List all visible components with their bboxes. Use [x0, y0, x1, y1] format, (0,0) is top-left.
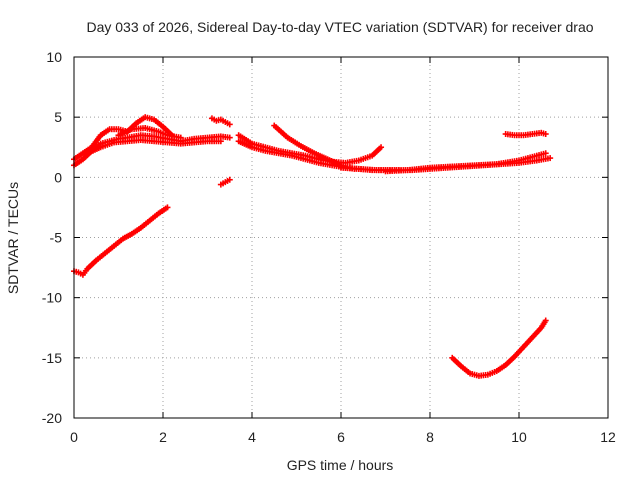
x-tick-label: 6 — [337, 429, 345, 445]
grid-lines — [74, 57, 608, 418]
x-axis-label: GPS time / hours — [287, 457, 394, 473]
series-arc-right-n — [502, 129, 549, 139]
data-point — [493, 363, 507, 375]
x-tick-label: 4 — [248, 429, 256, 445]
data-point — [484, 368, 498, 378]
data-point — [547, 155, 554, 162]
data-point — [427, 163, 454, 171]
y-tick-label: -10 — [42, 290, 62, 306]
data-point — [520, 335, 534, 351]
series-arc-ascending-b — [449, 317, 549, 379]
data-point — [177, 134, 184, 141]
data-point — [177, 139, 195, 147]
series-arc-short-g — [208, 115, 233, 128]
data-point — [115, 127, 133, 139]
data-point — [79, 145, 94, 157]
y-axis-label: SDTVAR / TECUs — [5, 182, 21, 294]
data-point — [217, 138, 224, 145]
series-arc-short-f — [115, 124, 184, 141]
y-tick-label: -5 — [50, 230, 63, 246]
y-tick-label: -15 — [42, 350, 62, 366]
data-point — [155, 128, 169, 138]
y-tick-label: -20 — [42, 410, 62, 426]
data-point — [542, 317, 549, 324]
data-point — [378, 144, 385, 151]
data-points — [71, 114, 554, 379]
data-point — [297, 143, 316, 156]
data-point — [369, 145, 383, 159]
data-point — [93, 251, 107, 264]
y-tick-label: 10 — [46, 49, 62, 65]
data-point — [324, 156, 343, 168]
series-arc-descending-a — [71, 204, 171, 278]
x-tick-label: 2 — [159, 429, 167, 445]
chart-title: Day 033 of 2026, Sidereal Day-to-day VTE… — [86, 19, 593, 35]
data-point — [164, 132, 182, 141]
data-point — [84, 145, 102, 157]
series-arc-lower-m — [382, 150, 549, 175]
data-point — [155, 205, 169, 217]
data-point — [226, 134, 233, 141]
axis-ticks — [73, 56, 609, 419]
series-arc-short-h — [217, 176, 233, 188]
data-point — [529, 150, 547, 160]
y-tick-label: 5 — [54, 109, 62, 125]
x-tick-label: 10 — [511, 429, 527, 445]
data-point — [538, 319, 548, 331]
data-point — [471, 161, 498, 169]
data-point — [128, 125, 146, 133]
data-point — [502, 355, 517, 369]
data-point — [449, 354, 463, 368]
tick-labels: 0 2 4 6 8 10 12 -20 -15 -10 -5 0 5 10 — [42, 49, 616, 445]
data-point — [516, 154, 534, 164]
data-point — [449, 162, 476, 170]
data-point — [271, 122, 289, 140]
data-point — [235, 138, 254, 150]
data-point — [511, 132, 525, 139]
data-point — [311, 150, 329, 162]
data-point — [164, 204, 171, 211]
data-point — [493, 157, 520, 168]
data-point — [542, 131, 549, 138]
data-point — [529, 326, 543, 341]
data-point — [97, 140, 115, 151]
data-point — [191, 138, 209, 146]
series-arc-upper-e — [84, 137, 224, 157]
data-point — [467, 370, 480, 379]
data-point — [208, 115, 218, 123]
data-point — [226, 121, 233, 128]
data-point — [302, 156, 320, 166]
y-tick-label: 0 — [54, 169, 62, 185]
x-tick-label: 0 — [70, 429, 78, 445]
data-point — [542, 150, 549, 157]
x-tick-label: 12 — [600, 429, 616, 445]
data-point — [458, 363, 472, 376]
data-point — [249, 144, 267, 154]
data-point — [355, 153, 373, 164]
data-point — [226, 176, 233, 183]
x-tick-label: 8 — [426, 429, 434, 445]
data-point — [338, 164, 360, 172]
data-point — [164, 139, 182, 147]
data-point — [160, 123, 174, 137]
data-point — [124, 137, 142, 145]
